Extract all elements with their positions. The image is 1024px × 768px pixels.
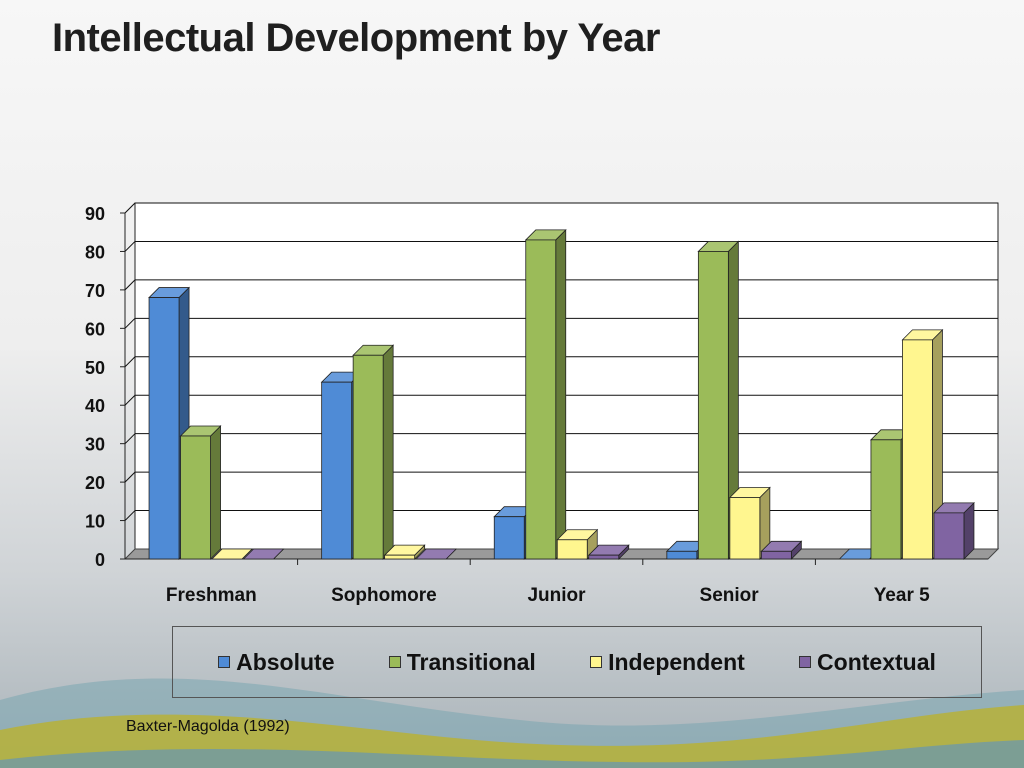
y-tick-label: 70 bbox=[85, 281, 105, 301]
legend-label: Contextual bbox=[817, 648, 936, 675]
bar-independent-senior bbox=[728, 486, 771, 560]
bar-transitional-year-5 bbox=[869, 428, 912, 560]
bar-independent-sophomore bbox=[383, 544, 426, 560]
y-tick-label: 0 bbox=[95, 550, 105, 570]
legend-label: Transitional bbox=[406, 648, 536, 675]
y-tick-label: 20 bbox=[85, 473, 105, 493]
bar-contextual-sophomore bbox=[415, 548, 458, 560]
gridline-side bbox=[124, 241, 136, 252]
y-tick-label: 10 bbox=[85, 512, 105, 532]
slide-title: Intellectual Development by Year bbox=[52, 16, 660, 60]
bar-contextual-year-5 bbox=[932, 501, 975, 560]
legend-item-contextual: Contextual bbox=[799, 649, 936, 676]
x-tick-label: Junior bbox=[527, 585, 586, 606]
y-tick-label: 40 bbox=[85, 396, 105, 416]
legend-swatch bbox=[388, 656, 401, 668]
y-tick-label: 50 bbox=[85, 358, 105, 378]
legend-label: Absolute bbox=[236, 648, 335, 675]
gridline-side bbox=[124, 356, 136, 368]
source-citation: Baxter-Magolda (1992) bbox=[126, 718, 290, 735]
y-tick-label: 80 bbox=[85, 242, 105, 262]
x-tick-label: Senior bbox=[700, 585, 760, 606]
legend-item-transitional: Transitional bbox=[388, 648, 536, 676]
gridline-side bbox=[124, 433, 136, 445]
legend-swatch bbox=[590, 656, 603, 668]
gridline-side bbox=[124, 279, 136, 291]
bar-transitional-junior bbox=[524, 228, 567, 560]
bar-transitional-freshman bbox=[179, 425, 222, 560]
chart-legend: Absolute Transitional Independent Contextua… bbox=[172, 626, 982, 698]
gridline-side bbox=[124, 471, 136, 483]
y-tick-label: 30 bbox=[85, 435, 105, 455]
legend-swatch bbox=[218, 656, 231, 668]
x-tick-label: Year 5 bbox=[874, 585, 930, 606]
legend-item-independent: Independent bbox=[590, 649, 745, 676]
bar-contextual-junior bbox=[587, 544, 630, 560]
y-tick-label: 60 bbox=[85, 319, 105, 339]
gridline-side bbox=[124, 394, 136, 406]
bar-contextual-freshman bbox=[242, 548, 285, 560]
gridline-side bbox=[124, 202, 136, 214]
bar-contextual-senior bbox=[760, 540, 803, 560]
legend-label: Independent bbox=[608, 648, 745, 675]
plot-back-wall bbox=[134, 202, 999, 550]
gridline-side bbox=[124, 510, 136, 521]
y-tick-label: 90 bbox=[85, 204, 105, 224]
bar-transitional-senior bbox=[697, 240, 740, 560]
legend-swatch bbox=[799, 656, 812, 668]
bar-independent-junior bbox=[556, 528, 599, 560]
bar-transitional-sophomore bbox=[352, 344, 395, 560]
x-tick-label: Sophomore bbox=[331, 585, 437, 606]
x-tick-label: Freshman bbox=[166, 585, 257, 606]
legend-item-absolute: Absolute bbox=[218, 648, 335, 676]
bar-independent-freshman bbox=[211, 548, 254, 560]
gridline-side bbox=[124, 317, 136, 329]
